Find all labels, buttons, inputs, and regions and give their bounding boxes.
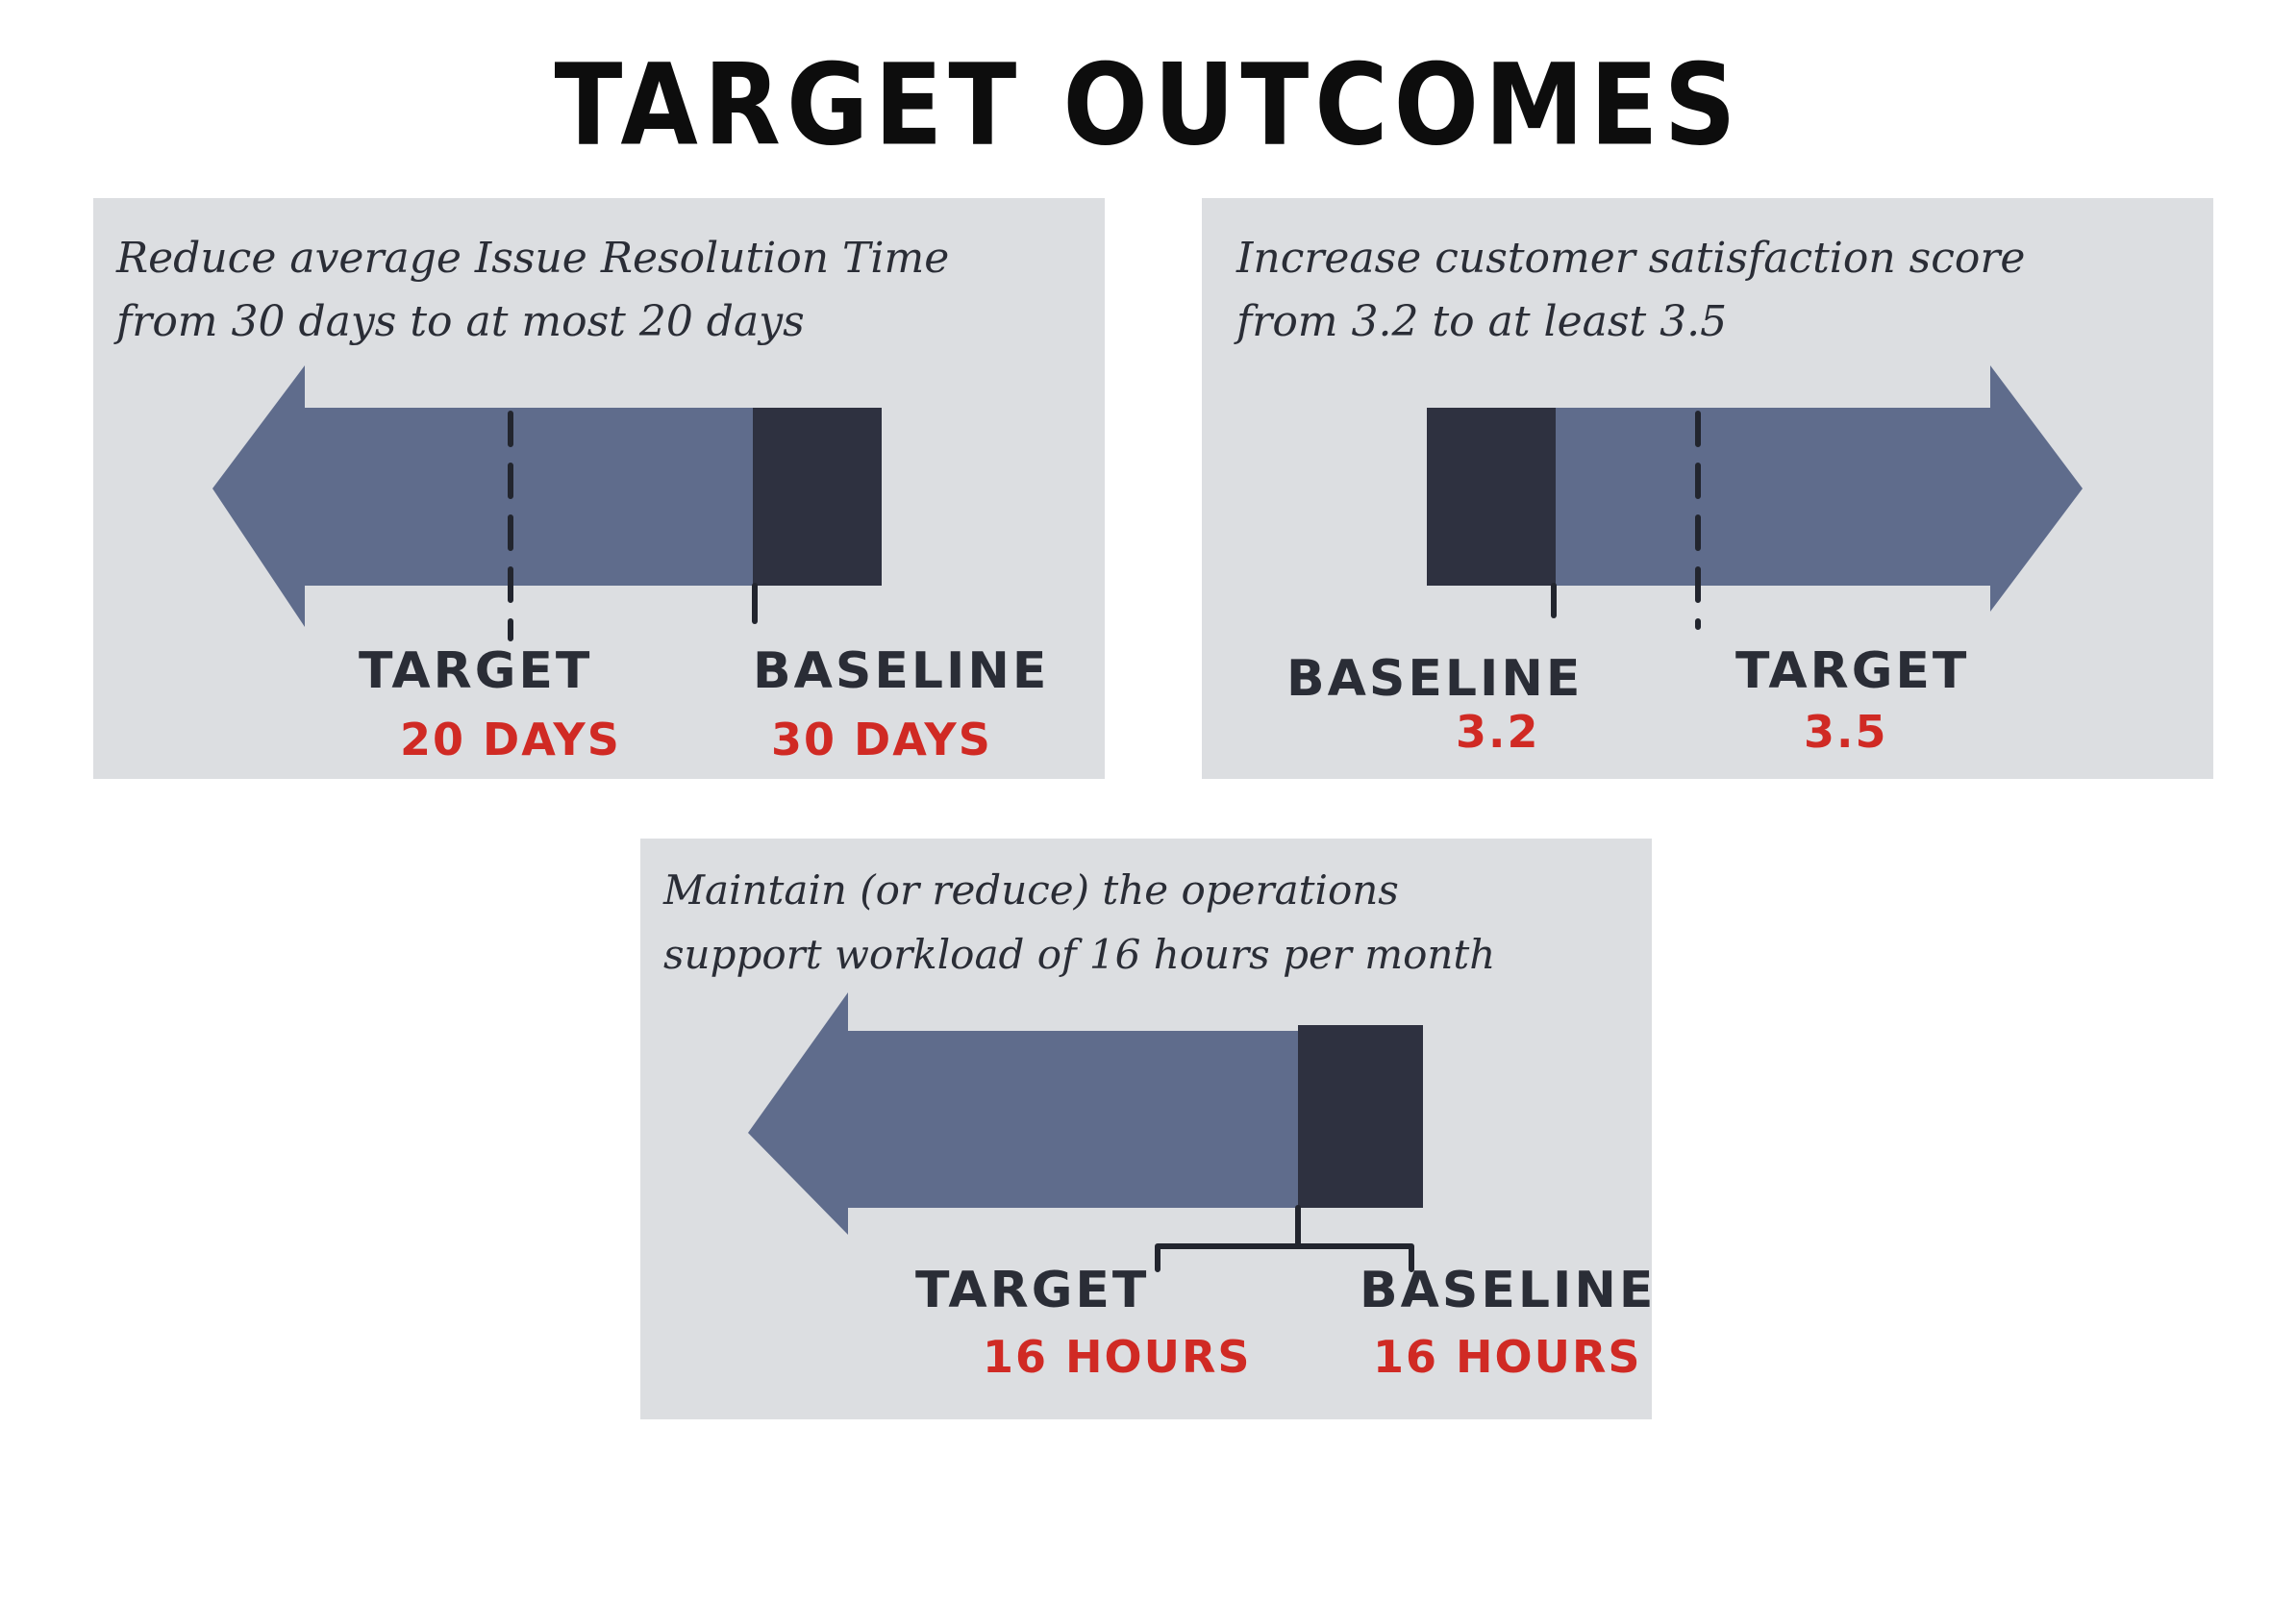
outcome-description: Maintain (or reduce) the operations supp… bbox=[663, 858, 1495, 987]
page-title: TARGET OUTCOMES bbox=[554, 38, 1742, 171]
baseline-label: BASELINE bbox=[1360, 1262, 1657, 1319]
description-line-2: support workload of 16 hours per month bbox=[663, 931, 1496, 979]
description-line-1: Reduce average Issue Resolution Time bbox=[116, 234, 950, 283]
description-line-1: Increase customer satisfaction score bbox=[1236, 234, 2026, 283]
target-value: 16 HOURS bbox=[983, 1331, 1252, 1383]
baseline-label: BASELINE bbox=[753, 642, 1050, 700]
target-label: TARGET bbox=[359, 642, 593, 700]
outcome-card-resolution-time: Reduce average Issue Resolution Time fro… bbox=[93, 198, 1105, 779]
baseline-block bbox=[753, 408, 882, 586]
outcome-description: Reduce average Issue Resolution Time fro… bbox=[116, 227, 949, 354]
description-line-2: from 30 days to at most 20 days bbox=[116, 297, 805, 346]
baseline-label: BASELINE bbox=[1286, 650, 1584, 708]
target-value: 3.5 bbox=[1804, 706, 1888, 758]
baseline-block bbox=[1427, 408, 1556, 586]
baseline-value: 3.2 bbox=[1456, 706, 1540, 758]
outcome-description: Increase customer satisfaction score fro… bbox=[1236, 227, 2025, 354]
bracket-crossbar bbox=[1155, 1243, 1414, 1272]
target-label: TARGET bbox=[1735, 642, 1970, 700]
target-label: TARGET bbox=[915, 1262, 1150, 1319]
outcome-card-customer-satisfaction: Increase customer satisfaction score fro… bbox=[1202, 198, 2213, 779]
description-line-1: Maintain (or reduce) the operations bbox=[663, 866, 1399, 914]
arrow-body bbox=[212, 365, 882, 627]
baseline-block bbox=[1298, 1025, 1423, 1208]
baseline-value: 16 HOURS bbox=[1373, 1331, 1642, 1383]
left-arrow-diagram bbox=[748, 992, 1423, 1272]
arrow-body bbox=[748, 992, 1423, 1235]
description-line-2: from 3.2 to at least 3.5 bbox=[1236, 297, 1728, 346]
target-value: 20 DAYS bbox=[400, 714, 621, 765]
baseline-value: 30 DAYS bbox=[771, 714, 992, 765]
left-arrow-diagram bbox=[212, 365, 882, 641]
arrow-body bbox=[1427, 365, 2083, 612]
right-arrow-diagram bbox=[1427, 365, 2083, 630]
outcome-card-support-workload: Maintain (or reduce) the operations supp… bbox=[640, 839, 1653, 1419]
